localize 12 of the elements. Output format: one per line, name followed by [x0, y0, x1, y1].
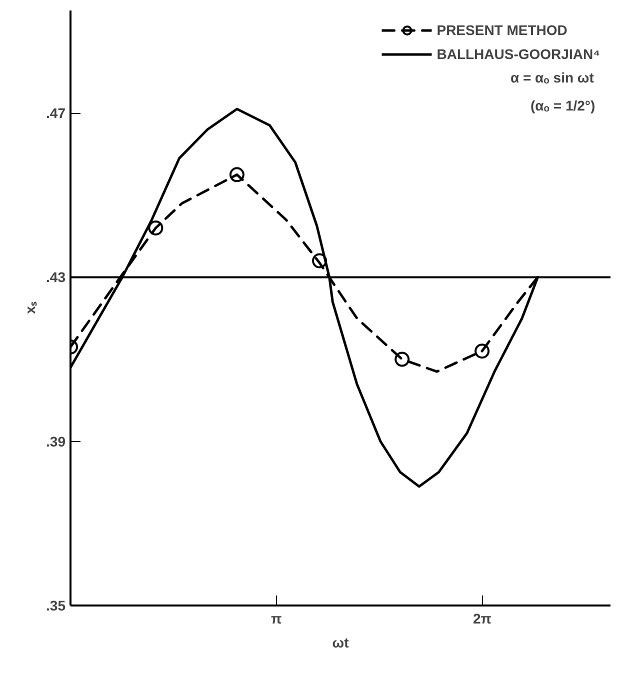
- annotation: (αₒ = 1/2°): [530, 98, 596, 114]
- x-axis-title: ωt: [332, 634, 350, 650]
- annotation: α = αₒ sin ωt: [510, 70, 594, 86]
- x-tick-label: 2π: [473, 610, 492, 626]
- legend-label: BALLHAUS-GOORJIAN⁴: [436, 46, 600, 62]
- legend-label: PRESENT METHOD: [436, 22, 568, 38]
- x-tick-label: π: [271, 610, 282, 626]
- y-tick-label: .43: [46, 269, 66, 286]
- y-tick-label: .39: [46, 433, 66, 450]
- y-tick-label: .35: [46, 598, 66, 614]
- y-axis-title: xₛ: [22, 301, 38, 314]
- y-tick-label: .47: [46, 105, 66, 122]
